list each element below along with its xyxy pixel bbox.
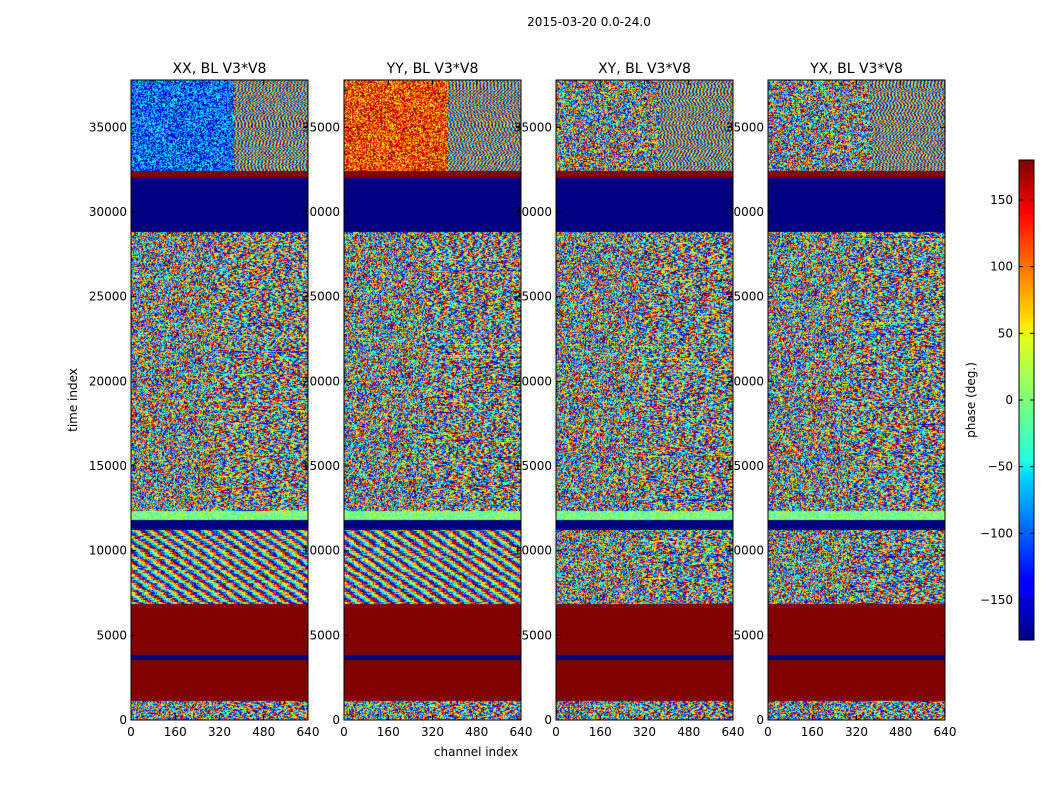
x-tick-label: 320	[208, 725, 231, 739]
y-tick-label: 5000	[309, 628, 340, 642]
x-tick-label: 480	[465, 725, 488, 739]
x-tick-label: 0	[552, 725, 560, 739]
colorbar-tick-label: 100	[990, 260, 1013, 274]
heatmap-image-yy	[344, 80, 521, 720]
x-tick-label: 480	[252, 725, 275, 739]
colorbar-label: phase (deg.)	[964, 362, 978, 438]
y-tick-label: 5000	[521, 628, 552, 642]
colorbar-ticks: −150 −100 −50 0 50 100 150	[980, 193, 1034, 607]
y-tick-label: 0	[756, 713, 764, 727]
colorbar-tick-label: −100	[980, 526, 1013, 540]
x-tick-label: 320	[633, 725, 656, 739]
panel-title: YY, BL V3*V8	[386, 61, 479, 77]
colorbar-tick-label: −50	[988, 460, 1013, 474]
y-tick-label: 25000	[89, 290, 127, 304]
x-tick-label: 640	[297, 725, 320, 739]
colorbar-tick-label: −150	[980, 593, 1013, 607]
y-tick-label: 35000	[89, 120, 127, 134]
colorbar-tick-label: 150	[990, 193, 1013, 207]
x-tick-label: 0	[340, 725, 348, 739]
colorbar-tick-label: 0	[1005, 393, 1013, 407]
y-tick-label: 10000	[302, 544, 340, 558]
y-tick-label: 15000	[726, 459, 764, 473]
y-tick-label: 25000	[726, 290, 764, 304]
x-axis-label: channel index	[434, 745, 518, 759]
x-tick-label: 640	[934, 725, 957, 739]
y-tick-label: 20000	[514, 374, 552, 388]
y-tick-label: 0	[332, 713, 340, 727]
colorbar: −150 −100 −50 0 50 100 150 phase (deg.)	[964, 159, 1035, 641]
panel-yx: YX, BL V3*V8 0 160 320 480 640 0 5000 10000 15000…	[726, 61, 957, 739]
y-tick-label: 10000	[514, 544, 552, 558]
y-tick-label: 30000	[302, 205, 340, 219]
y-tick-label: 10000	[89, 544, 127, 558]
x-tick-label: 160	[377, 725, 400, 739]
y-tick-label: 30000	[514, 205, 552, 219]
y-tick-label: 25000	[302, 290, 340, 304]
y-tick-label: 0	[544, 713, 552, 727]
x-tick-label: 160	[801, 725, 824, 739]
y-tick-label: 5000	[733, 628, 764, 642]
y-tick-label: 15000	[89, 459, 127, 473]
panels-group: XX, BL V3*V8 0 160 320 480 640 0 5000 10000 15000…	[89, 61, 957, 739]
panel-xy: XY, BL V3*V8 0 160 320 480 640 0 5000 10000 15000…	[514, 61, 745, 739]
y-tick-label: 20000	[726, 374, 764, 388]
x-tick-label: 480	[677, 725, 700, 739]
y-tick-label: 25000	[514, 290, 552, 304]
panel-title: YX, BL V3*V8	[809, 61, 903, 77]
x-tick-label: 0	[127, 725, 135, 739]
x-tick-label: 320	[845, 725, 868, 739]
y-tick-label: 35000	[514, 120, 552, 134]
x-tick-label: 320	[421, 725, 444, 739]
heatmap-image-yx	[768, 80, 945, 720]
colorbar-tick-label: 50	[998, 326, 1013, 340]
y-tick-label: 35000	[302, 120, 340, 134]
x-tick-label: 640	[722, 725, 745, 739]
x-tick-label: 480	[889, 725, 912, 739]
heatmap-image-xy	[556, 80, 733, 720]
heatmap-image-xx	[131, 80, 308, 720]
x-tick-label: 640	[510, 725, 533, 739]
y-tick-label: 5000	[96, 628, 127, 642]
y-tick-label: 35000	[726, 120, 764, 134]
y-tick-label: 15000	[302, 459, 340, 473]
panel-title: XY, BL V3*V8	[598, 61, 691, 77]
y-tick-label: 20000	[302, 374, 340, 388]
x-tick-label: 0	[764, 725, 772, 739]
y-tick-label: 15000	[514, 459, 552, 473]
x-tick-label: 160	[589, 725, 612, 739]
y-axis-label: time index	[66, 368, 80, 432]
panel-title: XX, BL V3*V8	[173, 61, 267, 77]
y-tick-label: 0	[119, 713, 127, 727]
y-tick-label: 10000	[726, 544, 764, 558]
y-tick-label: 30000	[726, 205, 764, 219]
figure-title: 2015-03-20 0.0-24.0	[527, 15, 651, 29]
panel-xx: XX, BL V3*V8 0 160 320 480 640 0 5000 10000 15000…	[89, 61, 320, 739]
x-tick-label: 160	[164, 725, 187, 739]
y-tick-label: 20000	[89, 374, 127, 388]
panel-yy: YY, BL V3*V8 0 160 320 480 640 0 5000 10000 15000…	[302, 61, 533, 739]
y-tick-label: 30000	[89, 205, 127, 219]
